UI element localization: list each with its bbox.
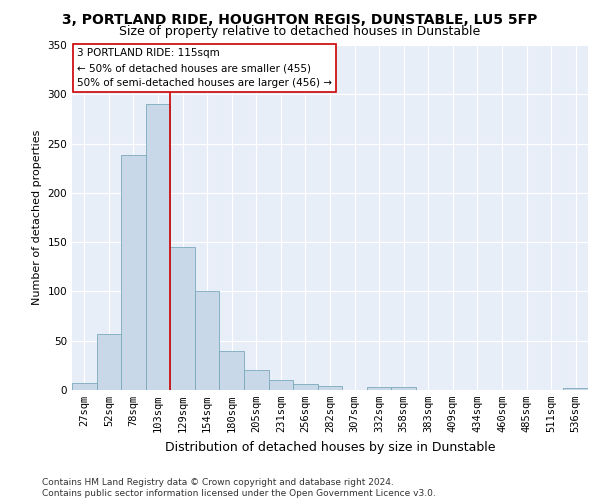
Bar	[563, 388, 588, 390]
Bar	[244, 370, 269, 390]
Bar	[72, 383, 97, 390]
Text: Contains HM Land Registry data © Crown copyright and database right 2024.
Contai: Contains HM Land Registry data © Crown c…	[42, 478, 436, 498]
Bar	[121, 156, 146, 390]
Bar	[293, 384, 318, 390]
Bar	[195, 292, 220, 390]
Y-axis label: Number of detached properties: Number of detached properties	[32, 130, 42, 305]
Bar	[269, 380, 293, 390]
Text: Size of property relative to detached houses in Dunstable: Size of property relative to detached ho…	[119, 25, 481, 38]
Bar	[318, 386, 342, 390]
Text: 3, PORTLAND RIDE, HOUGHTON REGIS, DUNSTABLE, LU5 5FP: 3, PORTLAND RIDE, HOUGHTON REGIS, DUNSTA…	[62, 12, 538, 26]
Bar	[146, 104, 170, 390]
Bar	[391, 387, 416, 390]
Text: 3 PORTLAND RIDE: 115sqm
← 50% of detached houses are smaller (455)
50% of semi-d: 3 PORTLAND RIDE: 115sqm ← 50% of detache…	[77, 48, 332, 88]
Bar	[170, 247, 195, 390]
X-axis label: Distribution of detached houses by size in Dunstable: Distribution of detached houses by size …	[165, 440, 495, 454]
Bar	[367, 387, 391, 390]
Bar	[220, 350, 244, 390]
Bar	[97, 334, 121, 390]
